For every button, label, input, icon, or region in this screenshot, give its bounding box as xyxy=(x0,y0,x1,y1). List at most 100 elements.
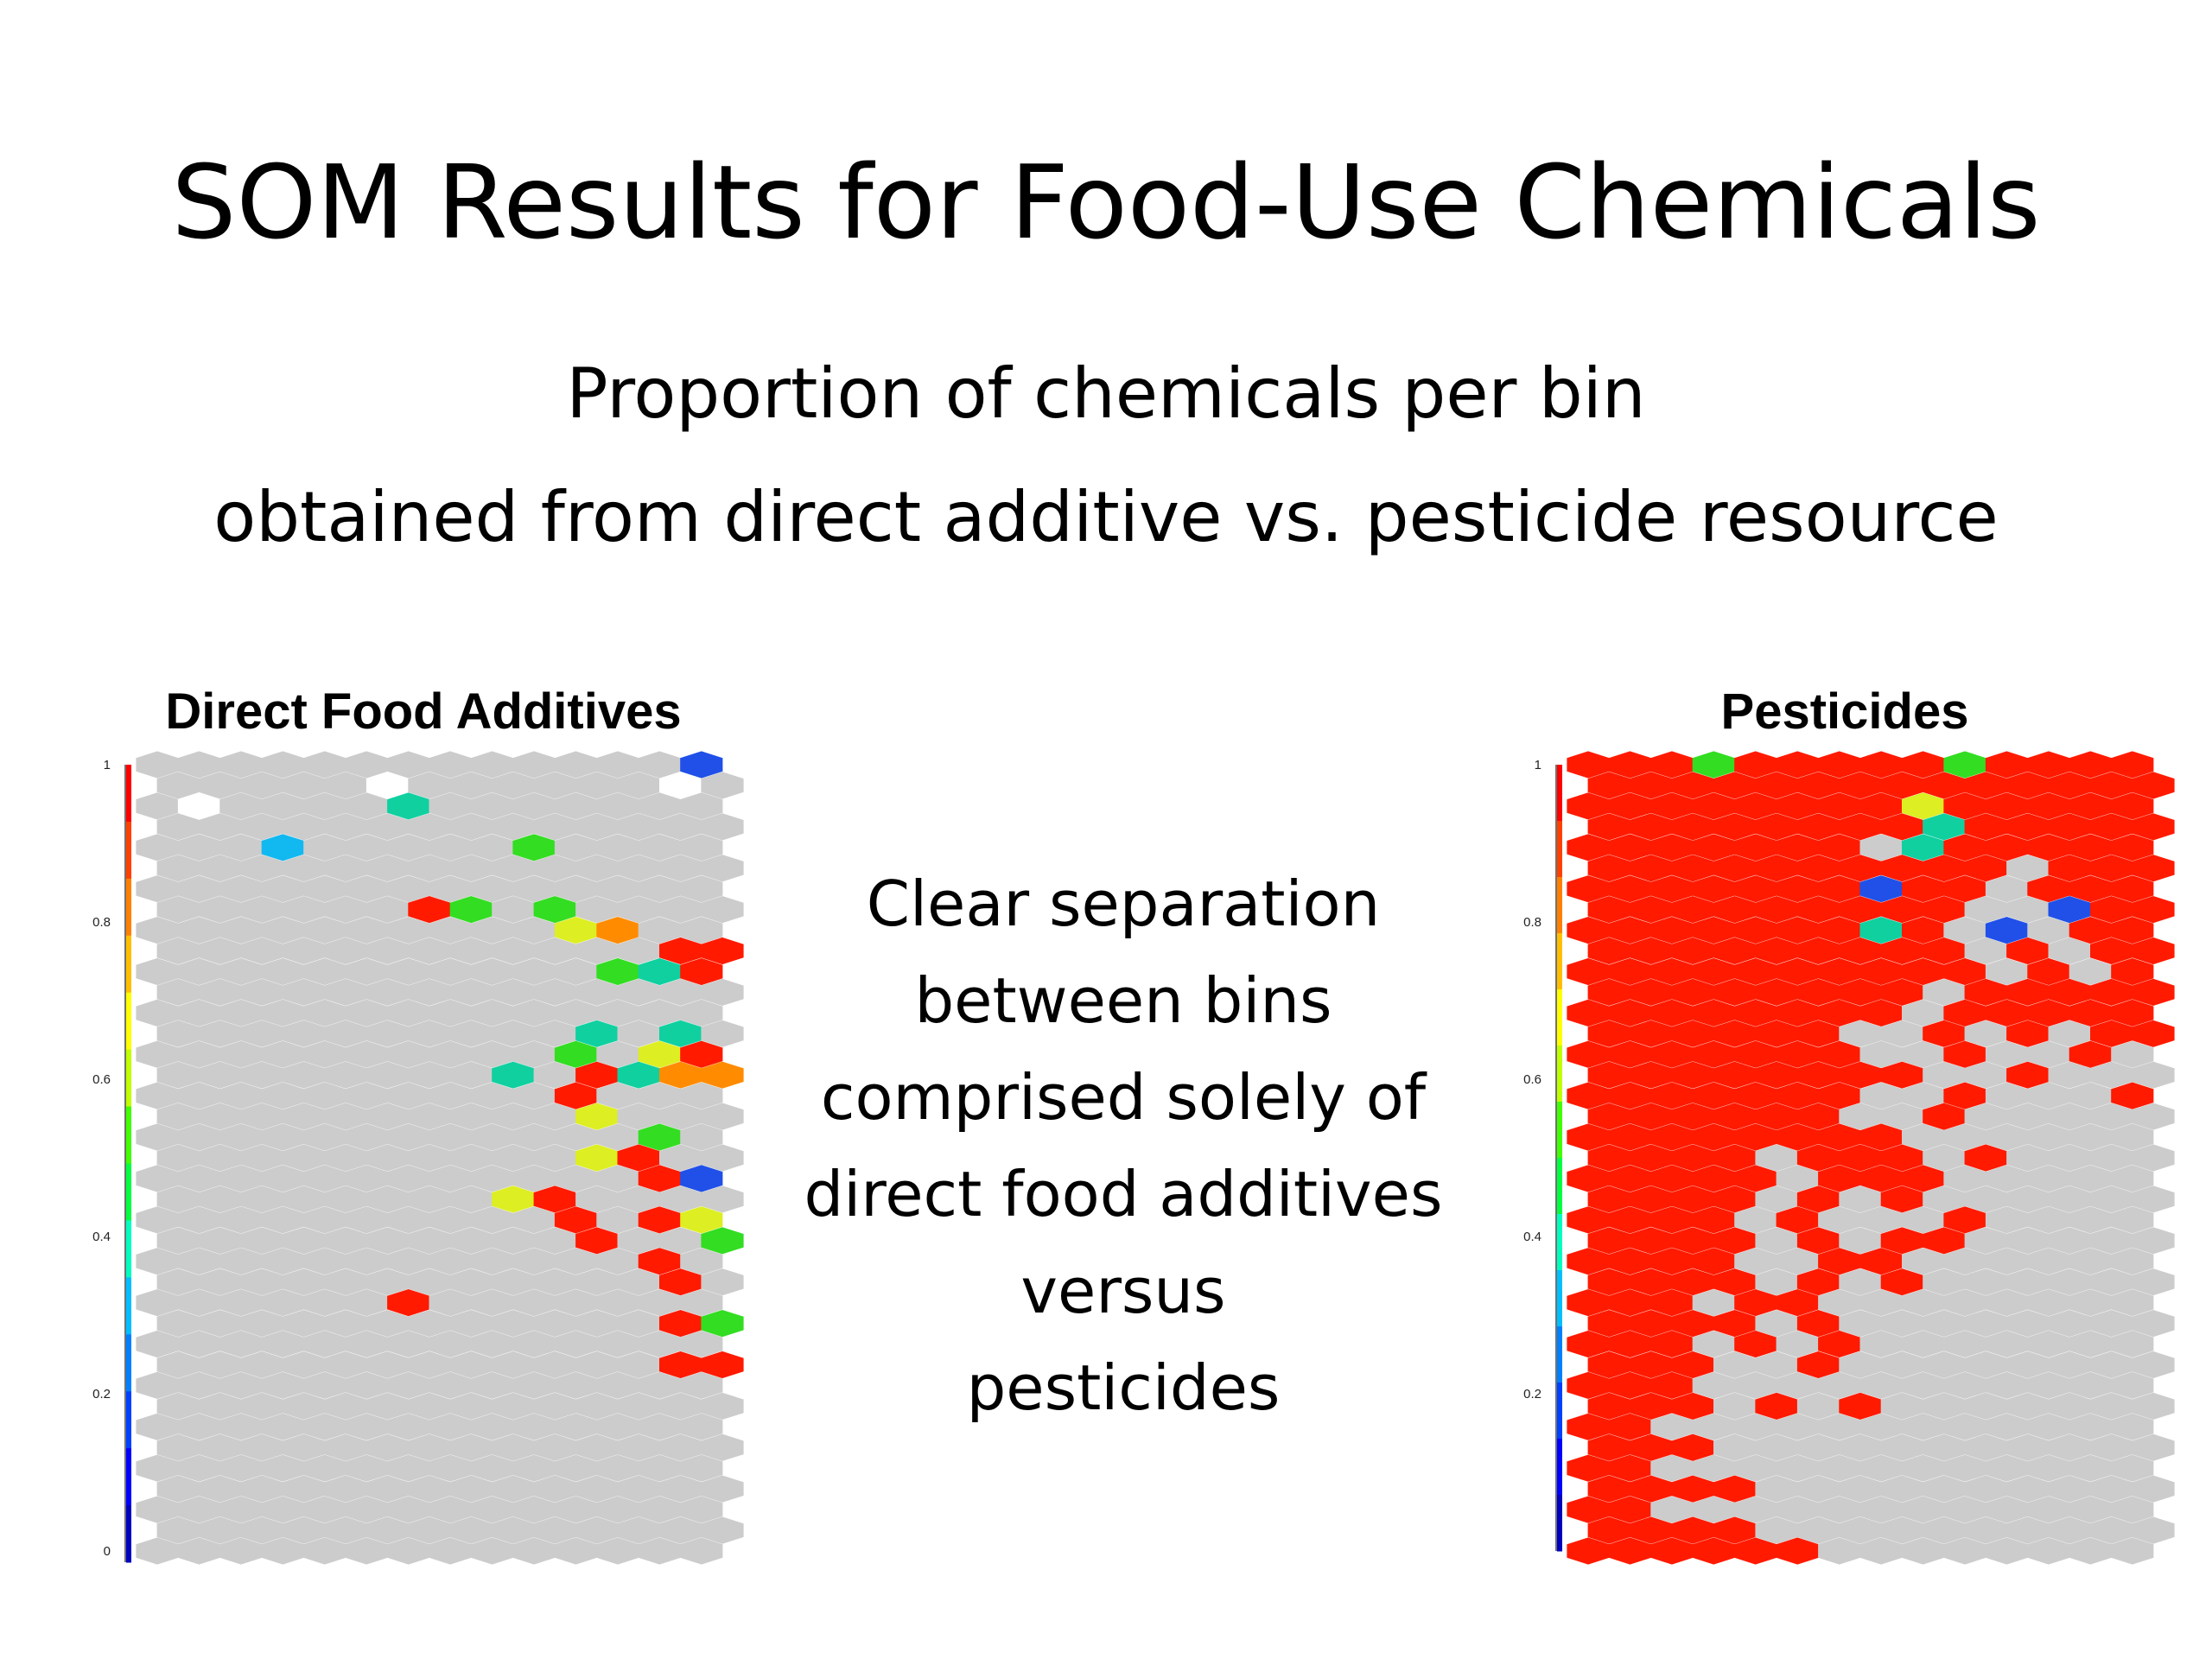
som-hex-cell xyxy=(2048,1475,2091,1503)
som-hex-cell xyxy=(2048,1227,2091,1255)
som-hex-cell xyxy=(156,1310,200,1338)
som-hex-cell xyxy=(554,751,597,779)
som-hex-cell xyxy=(345,792,388,820)
som-hex-cell xyxy=(1880,1227,1923,1255)
som-hex-cell xyxy=(449,1061,493,1089)
som-hex-cell xyxy=(2027,1206,2070,1234)
som-hex-cell xyxy=(429,1413,472,1440)
som-hex-cell xyxy=(429,1082,472,1109)
som-hex-cell xyxy=(1734,1330,1777,1358)
som-hex-cell xyxy=(1796,1185,1840,1213)
som-hex-cell xyxy=(2006,1185,2050,1213)
som-hex-cell xyxy=(1713,978,1757,1006)
som-hex-cell xyxy=(1923,1392,1966,1420)
som-hex-cell xyxy=(136,1040,179,1068)
som-hex-cell xyxy=(219,1082,263,1109)
som-hex-cell xyxy=(136,1537,179,1565)
colorbar-segment xyxy=(1557,1439,1562,1496)
som-hex-cell xyxy=(1650,1165,1694,1192)
som-hex-cell xyxy=(324,1144,367,1172)
som-hex-cell xyxy=(492,855,535,882)
som-hex-cell xyxy=(177,1082,220,1109)
som-hex-cell xyxy=(1755,855,1798,882)
som-hex-cell xyxy=(492,772,535,799)
som-hex-cell xyxy=(136,1330,179,1358)
som-hex-cell xyxy=(2048,978,2091,1006)
som-hex-cell xyxy=(1692,1330,1735,1358)
colorbar-segment xyxy=(126,1391,131,1449)
som-hex-cell xyxy=(1587,1020,1630,1047)
som-hex-cell xyxy=(219,1371,263,1399)
som-hex-cell xyxy=(1839,1475,1882,1503)
som-hex-cell xyxy=(1902,1371,1945,1399)
som-hex-cell xyxy=(365,1185,409,1213)
som-hex-cell xyxy=(136,1289,179,1317)
som-hex-cell xyxy=(1567,1496,1610,1523)
som-hex-cell xyxy=(303,917,346,944)
som-hex-cell xyxy=(303,1454,346,1482)
som-hex-cell xyxy=(680,792,723,820)
som-hex-cell xyxy=(429,875,472,903)
som-hex-cell xyxy=(575,978,619,1006)
som-hex-cell xyxy=(387,1454,430,1482)
som-hex-cell xyxy=(492,1144,535,1172)
som-hex-cell xyxy=(1692,834,1735,861)
colorbar-segment xyxy=(126,1505,131,1563)
som-hex-cell xyxy=(2090,1351,2133,1379)
som-hex-cell xyxy=(283,813,326,841)
som-hex-cell xyxy=(1902,1330,1945,1358)
som-hex-cell xyxy=(2048,1433,2091,1461)
som-hex-cell xyxy=(387,1371,430,1399)
colorbar-segment xyxy=(1557,1102,1562,1159)
som-hex-cell xyxy=(1902,917,1945,944)
som-hex-cell xyxy=(533,1392,576,1420)
som-hex-cell xyxy=(533,937,576,965)
som-hex-cell xyxy=(1671,1227,1714,1255)
som-hex-cell xyxy=(512,834,556,861)
som-hex-cell xyxy=(2048,896,2091,924)
som-hex-cell xyxy=(2006,978,2050,1006)
som-hex-cell xyxy=(1796,1061,1840,1089)
som-hex-cell xyxy=(261,1040,304,1068)
colorbar-segment xyxy=(1557,989,1562,1046)
som-hex-cell xyxy=(638,1537,681,1565)
som-hex-cell xyxy=(492,1268,535,1296)
som-hex-cell xyxy=(408,896,451,924)
som-hex-cell xyxy=(575,1351,619,1379)
som-hex-cell xyxy=(136,1082,179,1109)
som-hex-cell xyxy=(1608,1330,1651,1358)
colorbar-segment xyxy=(1557,821,1562,878)
som-hex-cell xyxy=(1902,1206,1945,1234)
som-hex-cell xyxy=(638,1289,681,1317)
som-hex-cell xyxy=(471,1289,514,1317)
som-hex-cell xyxy=(701,937,744,965)
som-hex-cell xyxy=(219,1330,263,1358)
som-hex-cell xyxy=(283,1268,326,1296)
som-hex-cell xyxy=(2027,1371,2070,1399)
som-hex-cell xyxy=(303,751,346,779)
som-hex-cell xyxy=(2090,1144,2133,1172)
som-hex-cell xyxy=(1776,792,1819,820)
som-hex-cell xyxy=(1985,1123,2028,1151)
som-hex-cell xyxy=(1964,1475,2007,1503)
som-hex-cell xyxy=(365,1392,409,1420)
som-hex-cell xyxy=(1839,1351,1882,1379)
som-hex-cell xyxy=(408,813,451,841)
som-hex-cell xyxy=(240,1103,283,1130)
som-hex-cell xyxy=(471,875,514,903)
som-hex-cell xyxy=(156,1061,200,1089)
som-hex-cell xyxy=(1985,1082,2028,1109)
som-hex-cell xyxy=(1734,875,1777,903)
som-hex-cell xyxy=(136,1165,179,1192)
som-hex-cell xyxy=(1671,1475,1714,1503)
som-hex-cell xyxy=(2048,1268,2091,1296)
slide-title: SOM Results for Food-Use Chemicals xyxy=(171,143,2041,262)
som-hex-cell xyxy=(2069,1371,2112,1399)
som-hex-cell xyxy=(2069,1040,2112,1068)
separation-note-line: pesticides xyxy=(966,1351,1281,1424)
som-hex-cell xyxy=(2132,1103,2175,1130)
colorbar-segment xyxy=(126,1220,131,1278)
som-hex-cell xyxy=(177,1537,220,1565)
som-hex-cell xyxy=(659,896,702,924)
som-hex-cell xyxy=(2132,937,2175,965)
